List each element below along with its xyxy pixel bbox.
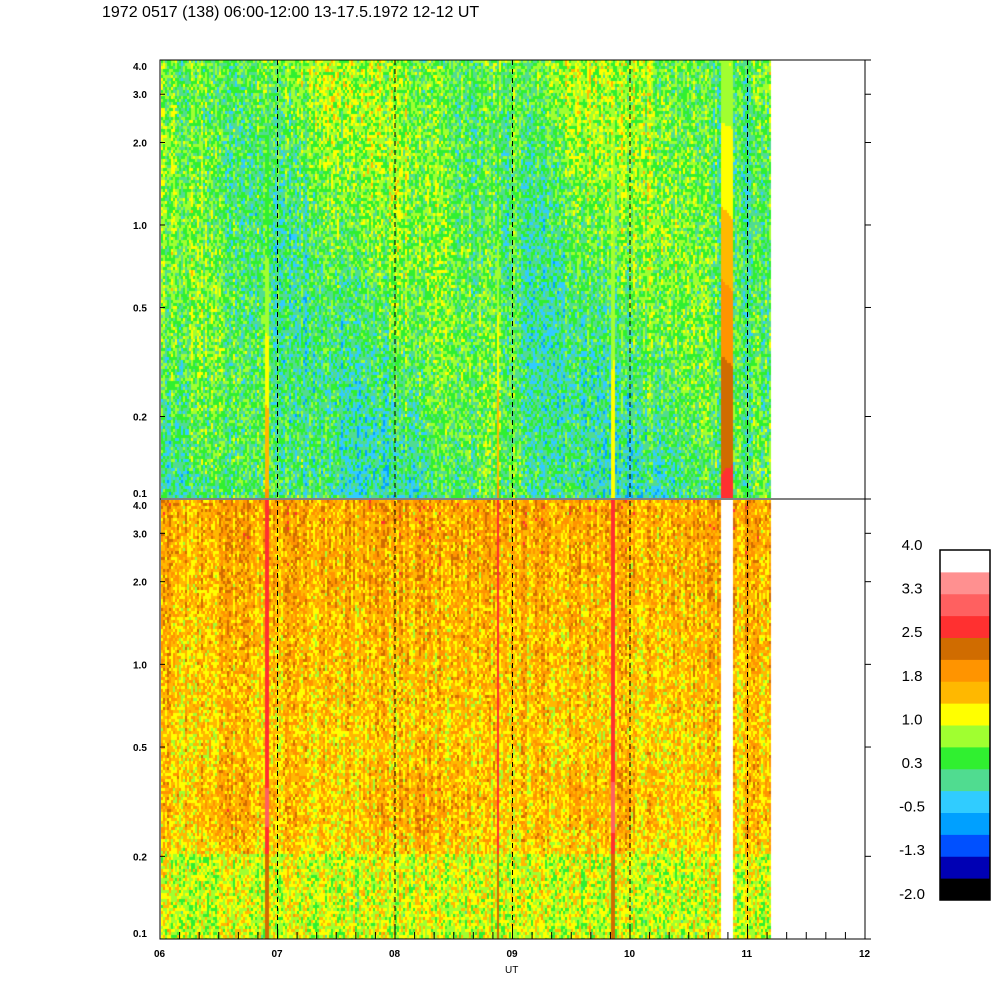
y-tick-label: 2.0	[133, 138, 147, 149]
y-tick-label: 4.0	[133, 62, 147, 73]
colorbar-band	[940, 571, 990, 595]
x-axis-label: UT	[505, 965, 518, 976]
colorbar-band	[940, 746, 990, 770]
y-tick-label: 0.1	[133, 489, 147, 500]
x-tick-label: 09	[507, 949, 519, 960]
spectrogram-lower-panel	[161, 500, 773, 939]
colorbar-frame	[939, 549, 991, 901]
y-tick-label: 3.0	[133, 90, 147, 101]
y-tick-label: 0.2	[133, 413, 147, 424]
x-tick-label: 12	[859, 949, 871, 960]
chart-title: 1972 0517 (138) 06:00-12:00 13-17.5.1972…	[102, 4, 480, 21]
colorbar-band	[940, 812, 990, 835]
x-tick-label: 10	[624, 949, 636, 960]
colorbar-band	[940, 878, 990, 901]
y-tick-label: 1.0	[133, 660, 147, 671]
colorbar-label: 1.8	[902, 668, 923, 685]
colorbar-label: 3.3	[902, 581, 923, 598]
colorbar-label: -2.0	[899, 886, 925, 903]
colorbar-band	[940, 593, 990, 617]
colorbar-label: -0.5	[899, 799, 925, 816]
colorbar-label: 1.0	[902, 711, 923, 728]
colorbar-label: 2.5	[902, 624, 923, 641]
colorbar-band	[940, 834, 990, 857]
colorbar-band	[940, 615, 990, 638]
y-tick-label: 3.0	[133, 529, 147, 540]
y-tick-label: 2.0	[133, 578, 147, 589]
x-tick-label: 11	[742, 949, 753, 960]
x-tick-label: 07	[272, 949, 284, 960]
x-tick-label: 08	[389, 949, 401, 960]
colorbar-band	[940, 856, 990, 879]
y-tick-label: 0.5	[133, 303, 147, 314]
y-tick-label: 1.0	[133, 221, 147, 232]
spectrogram-upper-panel	[161, 60, 773, 498]
y-tick-label: 0.1	[133, 929, 147, 940]
colorbar-band	[940, 637, 990, 660]
colorbar-band	[940, 790, 990, 813]
y-tick-label: 0.2	[133, 852, 147, 863]
colorbar-band	[940, 703, 990, 726]
colorbar-label: -1.3	[899, 842, 925, 859]
colorbar-band	[940, 550, 990, 573]
y-tick-label: 0.5	[133, 743, 147, 754]
x-tick-label: 06	[154, 949, 166, 960]
colorbar-band	[940, 681, 990, 704]
colorbar-band	[940, 725, 990, 748]
colorbar-band	[940, 659, 990, 682]
colorbar-label: 0.3	[902, 755, 923, 772]
y-tick-label: 4.0	[133, 501, 147, 512]
colorbar-band	[940, 768, 990, 792]
colorbar-label: 4.0	[902, 537, 923, 554]
